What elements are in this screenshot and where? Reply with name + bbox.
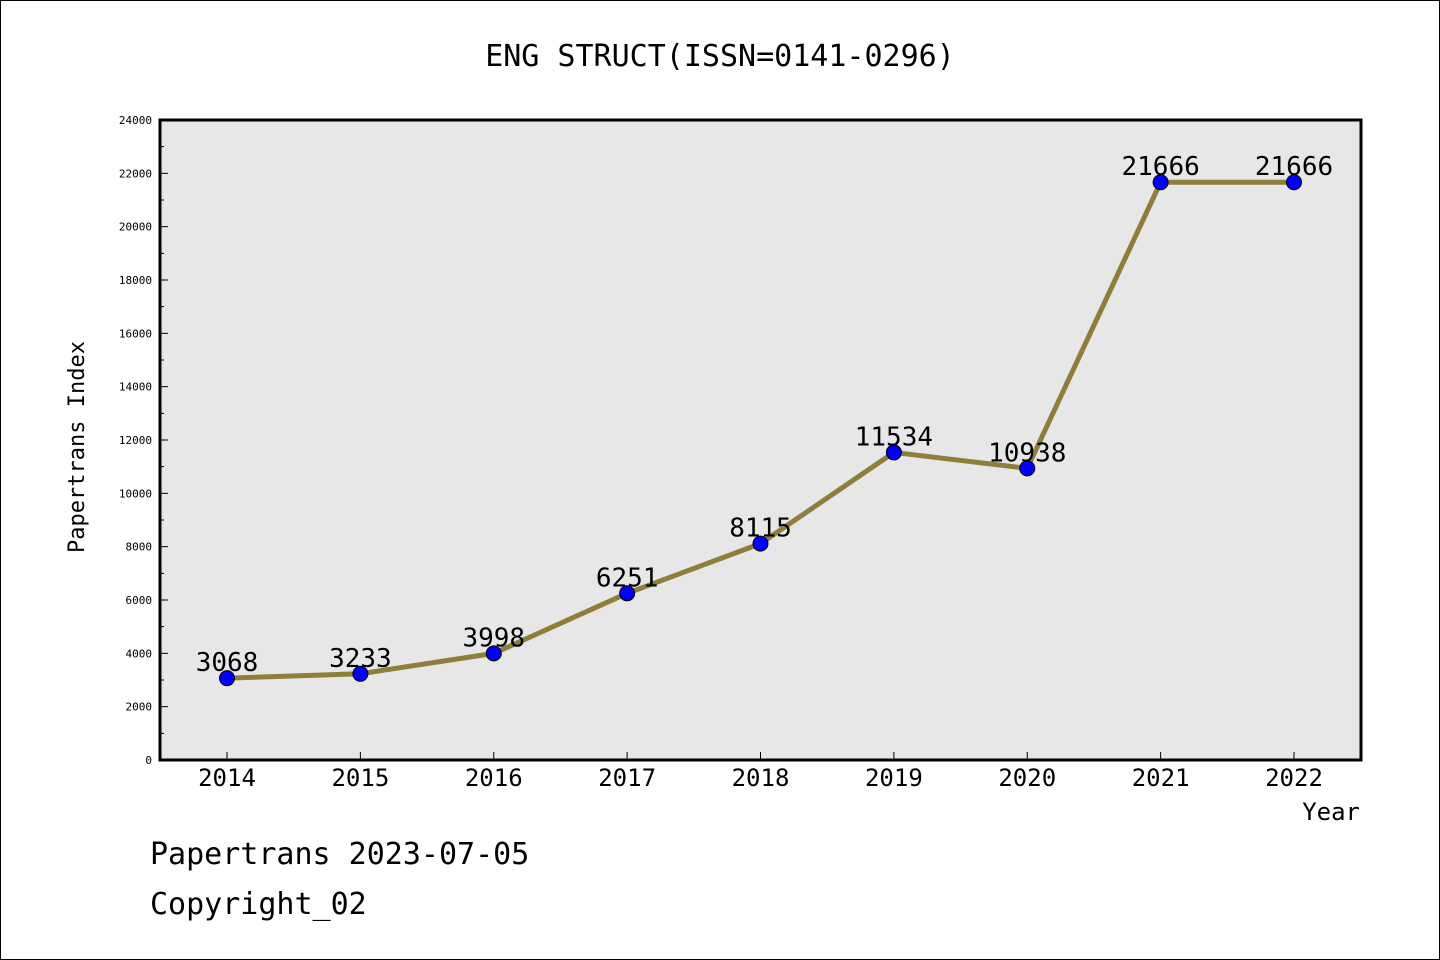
x-tick-label: 2014	[198, 764, 256, 792]
x-tick-label: 2017	[598, 764, 656, 792]
data-label: 10938	[988, 438, 1066, 468]
y-tick-label: 6000	[126, 594, 153, 607]
y-axis-label: Papertrans Index	[65, 341, 90, 553]
data-label: 8115	[729, 514, 792, 544]
x-tick-label: 2020	[998, 764, 1056, 792]
x-tick-label: 2016	[465, 764, 523, 792]
x-tick-label: 2019	[865, 764, 923, 792]
x-tick-label: 2021	[1132, 764, 1190, 792]
y-tick-label: 18000	[119, 274, 152, 287]
data-label: 3068	[196, 648, 259, 678]
y-tick-label: 16000	[119, 327, 152, 340]
data-label: 3998	[462, 623, 525, 653]
x-axis-label: Year	[1302, 798, 1360, 826]
data-label: 21666	[1121, 152, 1199, 182]
footer-copyright: Copyright_02	[150, 887, 367, 922]
y-tick-label: 2000	[126, 701, 153, 714]
y-tick-label: 12000	[119, 434, 152, 447]
y-tick-label: 8000	[126, 541, 153, 554]
x-tick-label: 2022	[1265, 764, 1323, 792]
data-label: 21666	[1255, 152, 1333, 182]
x-tick-label: 2015	[331, 764, 389, 792]
y-tick-label: 22000	[119, 167, 152, 180]
y-tick-label: 10000	[119, 487, 152, 500]
y-tick-label: 20000	[119, 221, 152, 234]
y-tick-label: 4000	[126, 647, 153, 660]
y-tick-label: 24000	[119, 114, 152, 127]
x-tick-label: 2018	[732, 764, 790, 792]
data-label: 11534	[855, 422, 933, 452]
y-tick-label: 14000	[119, 381, 152, 394]
footer-date: Papertrans 2023-07-05	[150, 837, 529, 872]
y-tick-label: 0	[145, 754, 152, 767]
data-label: 3233	[329, 644, 392, 674]
chart-title: ENG STRUCT(ISSN=0141-0296)	[485, 39, 955, 74]
data-label: 6251	[596, 563, 659, 593]
